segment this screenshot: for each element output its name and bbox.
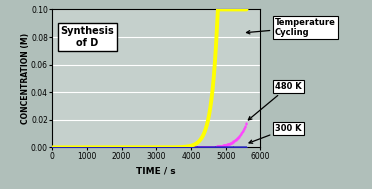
X-axis label: TIME / s: TIME / s — [137, 166, 176, 175]
Text: Temperature
Cycling: Temperature Cycling — [247, 18, 336, 37]
Text: 480 K: 480 K — [248, 82, 302, 120]
Text: 300 K: 300 K — [249, 124, 301, 143]
Text: Synthesis
of D: Synthesis of D — [61, 26, 114, 48]
Y-axis label: CONCENTRATION (M): CONCENTRATION (M) — [20, 33, 29, 124]
